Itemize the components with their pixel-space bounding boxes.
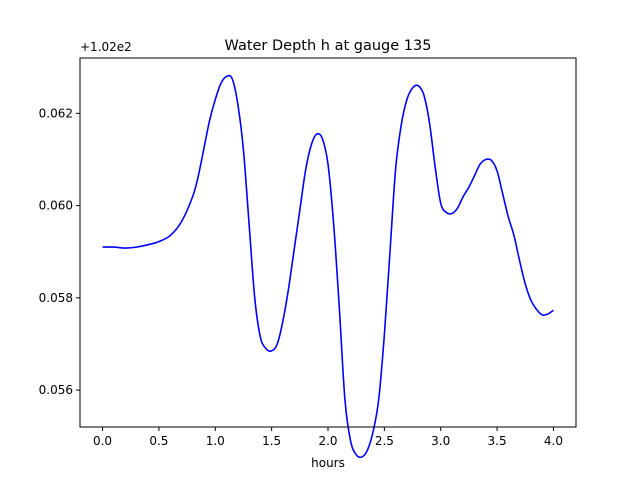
series-line [102, 74, 554, 459]
axis-ticks: 0.0 0.5 1.0 1.5 2.0 2.5 3.0 3.5 4.0 0.056 0.058 0.0… [39, 106, 563, 448]
x-tick-label: 3.0 [431, 434, 450, 448]
x-tick-label: 3.5 [488, 434, 507, 448]
x-tick-label: 2.0 [318, 434, 337, 448]
x-tick-label: 0.5 [149, 434, 168, 448]
plot-frame [79, 57, 577, 428]
y-tick-label: 0.062 [39, 106, 73, 120]
x-tick-label: 0.0 [93, 434, 112, 448]
y-offset-label: +1.02e2 [80, 40, 132, 54]
x-tick-label: 4.0 [544, 434, 563, 448]
y-tick-label: 0.058 [39, 291, 73, 305]
x-tick-label: 1.0 [206, 434, 225, 448]
chart-title: Water Depth h at gauge 135 [225, 38, 432, 54]
y-tick-label: 0.056 [39, 383, 73, 397]
y-tick-label: 0.060 [39, 199, 73, 213]
x-tick-label: 1.5 [262, 434, 281, 448]
plot-area [102, 74, 554, 459]
x-tick-label: 2.5 [375, 434, 394, 448]
x-axis-label: hours [311, 456, 345, 470]
